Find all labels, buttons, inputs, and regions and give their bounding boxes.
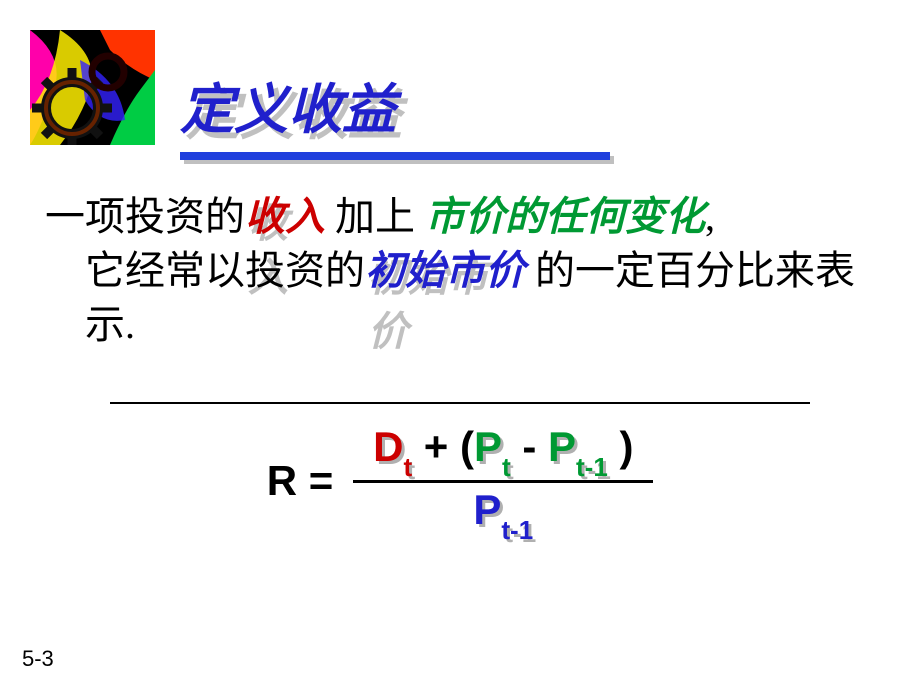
formula-lhs: R = — [267, 457, 334, 505]
text-part-5b: 它经常以投资的 — [85, 248, 365, 293]
text-part-1: 一项投资的 — [45, 194, 245, 239]
formula-numerator: DtDt + (PtPt - Pt-1Pt-1 ) — [373, 424, 633, 476]
text-part-3: 加上 — [325, 194, 425, 239]
title-block: 定义收益 定义收益 — [180, 65, 620, 160]
body-paragraph: 一项投资的收入 加上 市价的任何变化, 它经常以投资的初始市价 的一定百分比来表… — [0, 160, 920, 352]
formula-denominator: Pt-1Pt-1 — [473, 487, 533, 539]
text-income-red: 收入 — [245, 194, 325, 239]
logo-abstract-gears — [30, 30, 155, 145]
page-title: 定义收益 — [180, 65, 620, 144]
sym-denom-Pt1: Pt-1Pt-1 — [473, 487, 533, 539]
header: 定义收益 定义收益 — [0, 0, 920, 160]
text-part-5a: , — [705, 194, 715, 239]
return-formula: R = DtDt + (PtPt - Pt-1Pt-1 ) Pt-1Pt-1 — [0, 424, 920, 539]
horizontal-divider — [110, 402, 810, 404]
sym-Pt: PtPt — [474, 424, 511, 476]
formula-fraction: DtDt + (PtPt - Pt-1Pt-1 ) Pt-1Pt-1 — [353, 424, 653, 539]
sym-close-paren: ) — [608, 423, 634, 470]
sym-Pt1: Pt-1Pt-1 — [548, 424, 608, 476]
sym-D: DtDt — [373, 424, 412, 476]
text-marketchange-green: 市价的任何变化 — [425, 194, 705, 239]
title-underline — [180, 152, 620, 160]
text-initialprice-blue: 初始市价 — [365, 248, 525, 293]
sym-plus-paren: + ( — [424, 423, 474, 470]
page-number: 5-3 — [22, 646, 54, 672]
sym-minus: - — [511, 423, 548, 470]
